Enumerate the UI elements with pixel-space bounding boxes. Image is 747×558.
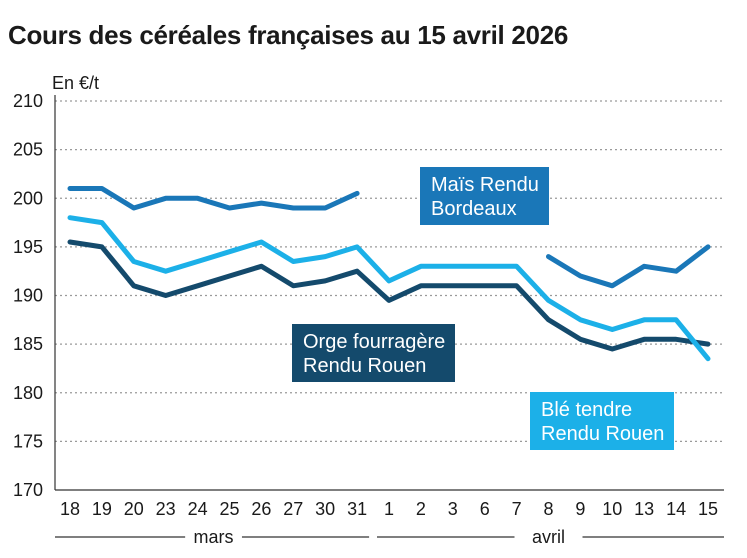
y-tick-175: 175 xyxy=(13,431,43,451)
x-tick-11: 2 xyxy=(416,499,426,519)
y-tick-210: 210 xyxy=(13,91,43,111)
series-label-ble: Blé tendre Rendu Rouen xyxy=(530,392,675,450)
x-tick-12: 3 xyxy=(448,499,458,519)
y-axis-label: En €/t xyxy=(52,73,99,93)
series-label-ble-line2: Rendu Rouen xyxy=(541,423,665,445)
series-label-mais-line1: Maïs Rendu xyxy=(431,174,539,196)
month-labels: mars avril xyxy=(55,527,724,547)
y-tick-195: 195 xyxy=(13,237,43,257)
series-lines xyxy=(67,186,711,362)
chart-title: Cours des céréales françaises au 15 avri… xyxy=(8,20,569,50)
series-line-2-segment-0 xyxy=(67,239,711,352)
x-tick-7: 27 xyxy=(283,499,303,519)
x-tick-20: 15 xyxy=(698,499,718,519)
x-tick-0: 18 xyxy=(60,499,80,519)
series-label-mais-line2: Bordeaux xyxy=(431,198,517,220)
x-tick-4: 24 xyxy=(188,499,208,519)
y-tick-185: 185 xyxy=(13,334,43,354)
series-label-orge: Orge fourragère Rendu Rouen xyxy=(292,324,456,382)
gridlines xyxy=(55,100,724,443)
x-tick-2: 20 xyxy=(124,499,144,519)
x-tick-3: 23 xyxy=(156,499,176,519)
y-tick-170: 170 xyxy=(13,480,43,500)
x-tick-18: 13 xyxy=(634,499,654,519)
x-tick-6: 26 xyxy=(251,499,271,519)
month-label-avril: avril xyxy=(532,527,565,547)
series-line-0-segment-1 xyxy=(546,244,711,289)
series-line-0-segment-0 xyxy=(67,186,360,211)
y-tick-190: 190 xyxy=(13,286,43,306)
x-tick-8: 30 xyxy=(315,499,335,519)
series-label-orge-line1: Orge fourragère xyxy=(303,331,446,353)
x-tick-19: 14 xyxy=(666,499,686,519)
x-tick-labels: 18 19 20 23 24 25 26 27 30 31 1 2 3 6 7 8 9 10 13 14 15 xyxy=(60,499,718,519)
x-tick-14: 7 xyxy=(512,499,522,519)
x-tick-9: 31 xyxy=(347,499,367,519)
x-tick-16: 9 xyxy=(575,499,585,519)
y-tick-200: 200 xyxy=(13,188,43,208)
month-label-mars: mars xyxy=(194,527,234,547)
y-tick-180: 180 xyxy=(13,383,43,403)
x-tick-5: 25 xyxy=(219,499,239,519)
series-label-mais: Maïs Rendu Bordeaux xyxy=(420,167,549,225)
y-tick-labels: 170 175 180 185 190 195 200 205 210 xyxy=(13,91,43,500)
x-tick-17: 10 xyxy=(602,499,622,519)
x-tick-1: 19 xyxy=(92,499,112,519)
y-tick-205: 205 xyxy=(13,140,43,160)
series-line-1-segment-0 xyxy=(67,215,711,362)
x-tick-15: 8 xyxy=(543,499,553,519)
x-tick-13: 6 xyxy=(480,499,490,519)
x-tick-10: 1 xyxy=(384,499,394,519)
series-label-orge-line2: Rendu Rouen xyxy=(303,355,427,377)
series-label-ble-line1: Blé tendre xyxy=(541,399,633,421)
axes xyxy=(54,95,724,491)
